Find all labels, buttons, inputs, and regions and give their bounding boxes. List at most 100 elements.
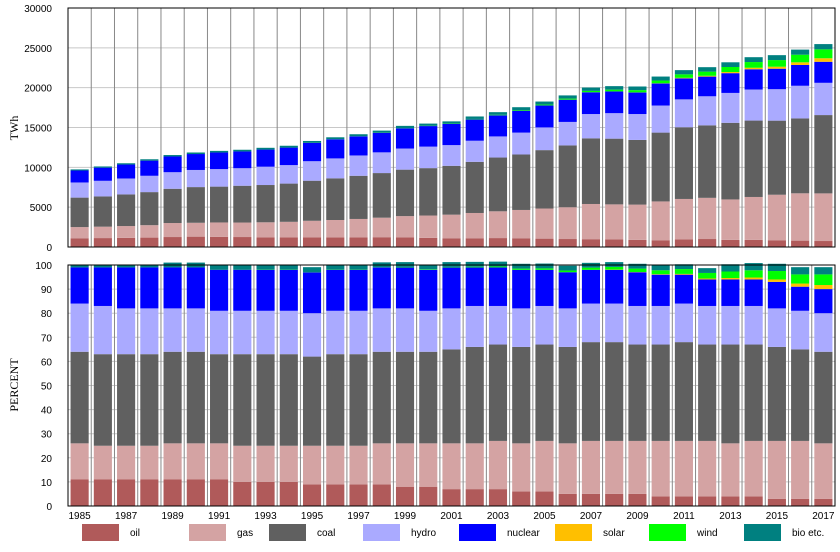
twh-bar-hydro-2017: [814, 82, 833, 116]
twh-bar-coal-1999: [395, 169, 415, 217]
twh-bar-hydro-1995: [302, 161, 322, 181]
percent-bar-solar-2012: [698, 278, 717, 280]
twh-bar-oil-1991: [210, 236, 229, 247]
percent-bar-hydro-2001: [442, 308, 461, 350]
percent-bar-nuclear-2004: [512, 269, 531, 309]
percent-bar-coal-2004: [512, 346, 531, 444]
twh-bar-oil-2007: [581, 239, 601, 247]
percent-bar-gas-2017: [814, 443, 833, 499]
legend-swatch-solar: [555, 524, 592, 541]
percent-bar-nuclear-1987: [117, 267, 136, 309]
legend-label-hydro: hydro: [411, 528, 436, 539]
twh-bar-coal-2014: [744, 120, 763, 197]
percent-bar-hydro-1991: [210, 310, 229, 355]
percent-bar-oil-2011: [674, 496, 693, 506]
twh-bar-bioetc-2017: [814, 44, 833, 50]
x-tick-label: 2005: [533, 511, 556, 522]
percent-bar-wind-2017: [814, 274, 833, 286]
percent-bar-oil-2007: [581, 493, 601, 506]
percent-bar-hydro-2005: [535, 305, 554, 345]
percent-y-tick-label: 80: [41, 309, 53, 320]
percent-bar-bioetc-2003: [488, 261, 508, 267]
percent-bar-gas-2000: [419, 443, 438, 487]
percent-bar-bioetc-1992: [233, 265, 252, 270]
twh-bar-nuclear-2004: [512, 110, 531, 133]
twh-bar-hydro-1990: [186, 169, 205, 188]
twh-bar-hydro-1999: [395, 148, 415, 170]
twh-bar-bioetc-1988: [140, 159, 159, 161]
percent-bar-hydro-2015: [767, 308, 786, 347]
percent-bar-nuclear-2011: [674, 274, 693, 304]
legend-swatch-oil: [82, 524, 119, 541]
twh-bar-bioetc-2016: [791, 49, 810, 55]
twh-bar-bioetc-2014: [744, 57, 763, 63]
twh-y-tick-label: 20000: [24, 84, 52, 95]
percent-bar-wind-2009: [628, 268, 647, 272]
percent-bar-coal-1993: [256, 354, 275, 446]
twh-bar-hydro-1998: [372, 152, 391, 174]
percent-bar-bioetc-2013: [721, 264, 740, 272]
percent-bar-coal-2005: [535, 344, 554, 441]
twh-bar-oil-2014: [744, 239, 763, 247]
twh-bar-oil-2012: [698, 239, 717, 247]
twh-bar-bioetc-2010: [651, 76, 670, 81]
percent-bar-coal-2015: [767, 346, 786, 441]
twh-bar-solar-2016: [791, 62, 810, 65]
twh-bar-hydro-2007: [581, 114, 601, 139]
twh-bar-nuclear-2013: [721, 73, 740, 93]
twh-bar-solar-2015: [767, 66, 786, 69]
legend-label-coal: coal: [317, 528, 335, 539]
percent-bar-gas-2001: [442, 443, 461, 490]
twh-bar-wind-2015: [767, 60, 786, 67]
legend-swatch-wind: [649, 524, 686, 541]
twh-bar-bioetc-1987: [117, 163, 136, 165]
twh-bar-bioetc-2001: [442, 121, 461, 124]
percent-bar-nuclear-2014: [744, 279, 763, 306]
percent-bar-bioetc-1991: [210, 265, 229, 270]
percent-bar-hydro-2002: [465, 305, 484, 347]
twh-bar-oil-2003: [488, 238, 508, 247]
twh-bar-nuclear-1988: [140, 160, 159, 176]
twh-bar-oil-1993: [256, 237, 275, 247]
twh-bar-coal-1998: [372, 173, 391, 218]
percent-bar-hydro-2008: [605, 303, 624, 343]
percent-bar-hydro-1990: [186, 308, 205, 352]
twh-bar-coal-2004: [512, 154, 531, 210]
percent-bar-solar-2015: [767, 279, 786, 282]
percent-y-tick-label: 100: [35, 261, 52, 272]
twh-bar-gas-2006: [558, 207, 577, 240]
twh-bar-oil-2009: [628, 239, 647, 247]
percent-bar-gas-2005: [535, 440, 554, 492]
twh-bar-hydro-2011: [674, 99, 693, 128]
twh-bar-oil-1997: [349, 237, 368, 247]
twh-bar-oil-1995: [302, 237, 322, 247]
percent-bar-gas-2014: [744, 440, 763, 497]
percent-bar-gas-1991: [210, 443, 229, 480]
percent-bar-gas-2004: [512, 443, 531, 492]
twh-bar-oil-2017: [814, 241, 833, 247]
twh-bar-bioetc-2011: [674, 70, 693, 75]
percent-bar-coal-1998: [372, 351, 391, 444]
percent-bar-hydro-2013: [721, 305, 740, 345]
twh-bar-hydro-2004: [512, 132, 531, 155]
twh-y-tick-label: 30000: [24, 4, 52, 15]
percent-bar-gas-1992: [233, 445, 252, 482]
twh-bar-bioetc-2013: [721, 62, 740, 67]
twh-bar-coal-2007: [581, 138, 601, 204]
twh-bar-gas-2005: [535, 208, 554, 239]
legend-swatch-coal: [269, 524, 306, 541]
twh-bar-nuclear-2003: [488, 115, 508, 137]
twh-bar-oil-2000: [419, 237, 438, 247]
percent-bar-hydro-2017: [814, 313, 833, 352]
percent-bar-oil-1986: [93, 479, 112, 506]
twh-bar-bioetc-2002: [465, 116, 484, 119]
percent-bar-gas-2008: [605, 440, 624, 494]
twh-bar-hydro-2006: [558, 121, 577, 146]
percent-bar-gas-2002: [465, 443, 484, 490]
percent-bar-nuclear-1985: [70, 267, 89, 304]
twh-bar-gas-1987: [117, 226, 136, 238]
twh-bar-bioetc-1991: [210, 150, 229, 153]
percent-bar-gas-2012: [698, 440, 717, 497]
percent-bar-bioetc-1986: [93, 265, 112, 268]
twh-bar-oil-1985: [70, 238, 89, 247]
